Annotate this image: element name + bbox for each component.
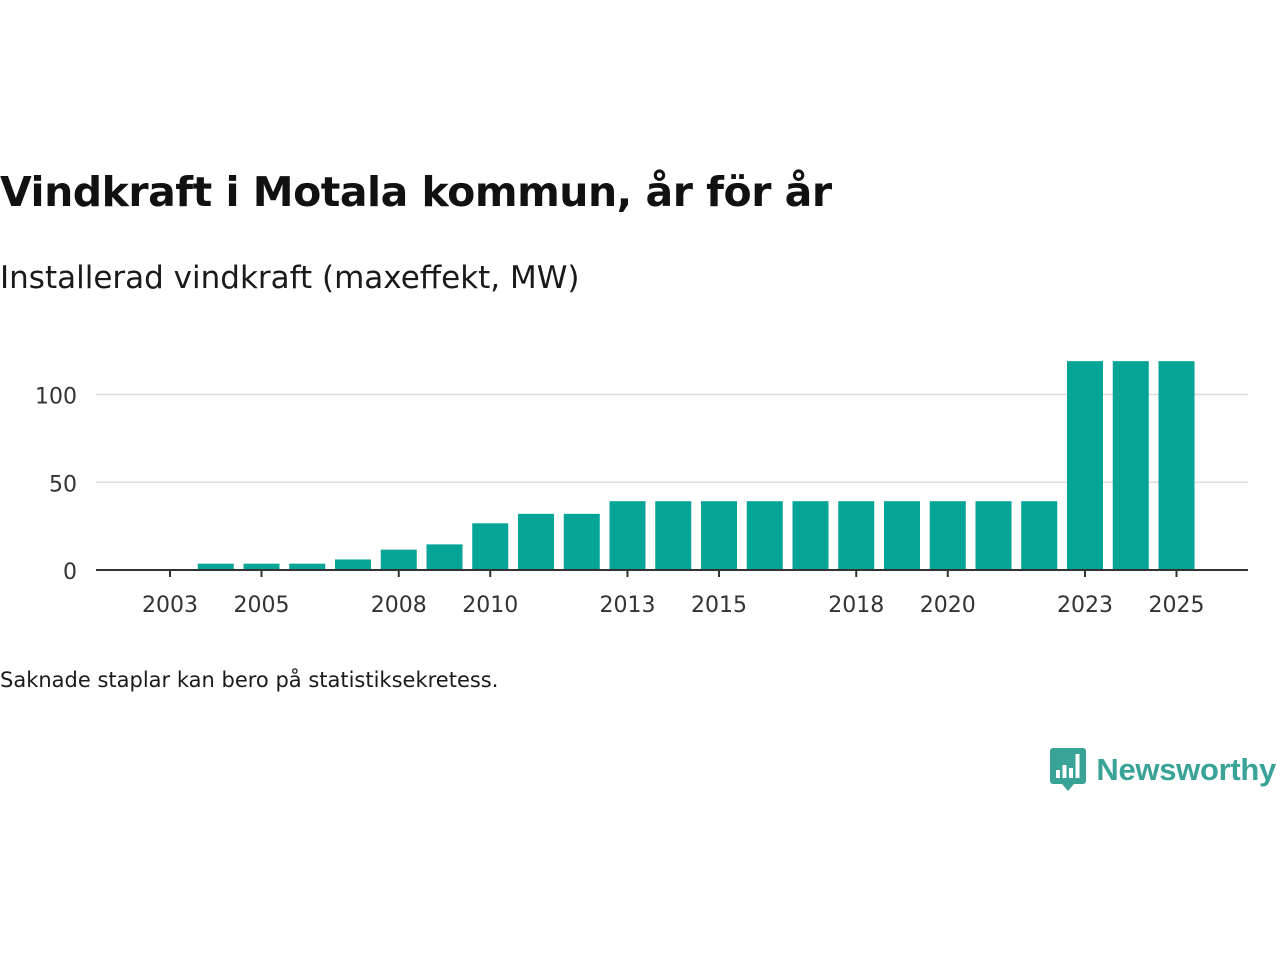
x-tick-label: 2008: [371, 593, 427, 618]
bar-2018: [838, 501, 875, 570]
chart-subtitle: Installerad vindkraft (maxeffekt, MW): [0, 260, 580, 296]
bar-2007: [335, 559, 371, 570]
bar-2010: [472, 523, 509, 570]
bar-2006: [289, 563, 326, 570]
bar-2008: [380, 549, 417, 570]
bar-2024: [1112, 361, 1149, 570]
y-tick-label: 100: [35, 385, 77, 410]
x-tick-label: 2020: [920, 593, 976, 618]
bar-2021: [975, 501, 1012, 570]
bar-chart-speech-bubble-icon: [1050, 748, 1087, 791]
bar-2019: [884, 501, 920, 570]
bar-chart: 0 50 100 2003 2005 2008 2010 2013 2015 2018 2020 20…: [35, 361, 1248, 618]
brand-logo: Newsworthy: [1050, 748, 1276, 792]
bar-2009: [426, 544, 463, 570]
bar-2014: [655, 501, 692, 570]
bar-2005: [243, 563, 280, 570]
x-tick-label: 2003: [142, 593, 198, 618]
y-tick-label: 50: [49, 472, 77, 497]
bar-2012: [563, 513, 600, 570]
x-tick-label: 2015: [691, 593, 747, 618]
footnote: Saknade staplar kan bero på statistiksek…: [0, 668, 499, 692]
x-tick-label: 2023: [1057, 593, 1113, 618]
x-tick-label: 2018: [828, 593, 884, 618]
bar-2023: [1067, 361, 1103, 570]
bar-2025: [1158, 361, 1195, 570]
x-tick-label: 2010: [462, 593, 518, 618]
bar-2016: [746, 501, 783, 570]
bar-2011: [518, 513, 554, 570]
bar-2017: [792, 501, 829, 570]
y-tick-label: 0: [63, 560, 77, 585]
x-tick-label: 2013: [600, 593, 656, 618]
bar-2022: [1021, 501, 1058, 570]
brand-name: Newsworthy: [1096, 752, 1276, 787]
x-tick-label: 2005: [234, 593, 290, 618]
x-tick-label: 2025: [1149, 593, 1205, 618]
chart-title: Vindkraft i Motala kommun, år för år: [0, 168, 832, 216]
bar-2013: [609, 501, 646, 570]
bar-2015: [701, 501, 737, 570]
bar-2004: [197, 563, 234, 570]
bar-2020: [929, 501, 966, 570]
